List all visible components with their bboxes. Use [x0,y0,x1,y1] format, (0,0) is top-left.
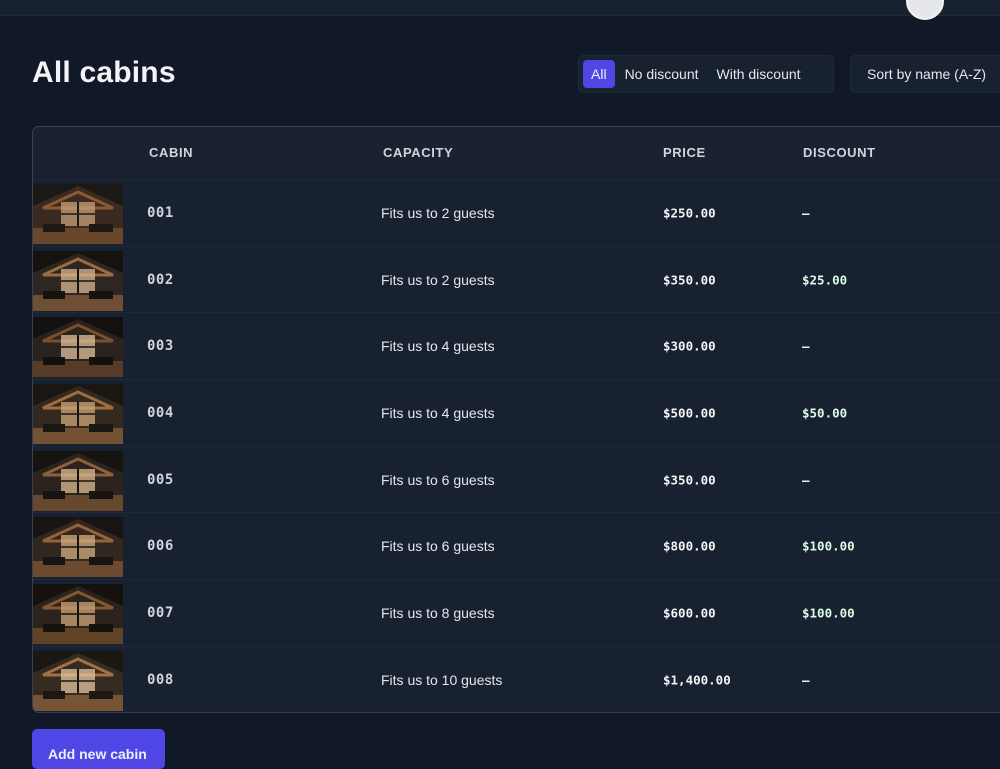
table-row[interactable]: 003 Fits us to 4 guests $300.00 — [33,313,1000,381]
cabin-discount: $25.00 [802,272,848,288]
cabin-capacity: Fits us to 6 guests [381,538,495,555]
cabin-image [33,584,123,645]
cabin-image [33,517,123,578]
cabin-price: $500.00 [663,405,716,421]
table-row[interactable]: 001 Fits us to 2 guests $250.00 — [33,180,1000,247]
cabin-price: $600.00 [663,605,716,621]
cabin-price: $350.00 [663,472,716,488]
cabin-discount: $100.00 [802,538,855,554]
discount-filter: All No discount With discount [578,55,834,93]
table-header: Cabin Capacity Price Discount [33,127,1000,180]
filter-with-discount-button[interactable]: With discount [709,60,809,88]
header-discount: Discount [803,145,876,160]
cabin-name: 008 [147,671,174,688]
table-row[interactable]: 004 Fits us to 4 guests $500.00 $50.00 [33,380,1000,447]
cabin-price: $1,400.00 [663,672,731,688]
cabin-discount: $50.00 [802,405,848,421]
cabin-name: 005 [147,471,174,488]
cabin-discount: $100.00 [802,605,855,621]
cabin-price: $250.00 [663,205,716,221]
cabin-image [33,250,123,311]
cabin-discount: — [802,472,810,488]
cabin-name: 006 [147,538,174,555]
header-capacity: Capacity [383,145,454,160]
cabin-discount: — [802,338,810,354]
filter-no-discount-button[interactable]: No discount [617,60,707,88]
cabin-capacity: Fits us to 2 guests [381,204,495,221]
top-header [0,0,1000,20]
header-price: Price [663,145,706,160]
cabin-image [33,384,123,445]
cabin-name: 004 [147,404,174,421]
cabin-discount: — [802,672,810,688]
cabin-capacity: Fits us to 8 guests [381,604,495,621]
table-row[interactable]: 006 Fits us to 6 guests $800.00 $100.00 [33,513,1000,581]
table-row[interactable]: 008 Fits us to 10 guests $1,400.00 — [33,646,1000,712]
cabin-capacity: Fits us to 4 guests [381,404,495,421]
cabin-price: $350.00 [663,272,716,288]
cabin-price: $800.00 [663,538,716,554]
cabin-name: 003 [147,338,174,355]
table-row[interactable]: 002 Fits us to 2 guests $350.00 $25.00 [33,246,1000,314]
table-body: 001 Fits us to 2 guests $250.00 — 002 Fits us… [33,180,1000,712]
cabin-capacity: Fits us to 6 guests [381,471,495,488]
page-title: All cabins [32,56,176,89]
cabin-image [33,450,123,511]
cabin-price: $300.00 [663,338,716,354]
cabin-image [33,184,123,244]
cabin-image [33,317,123,378]
sort-select[interactable]: Sort by name (A-Z) [850,55,1000,93]
cabin-image [33,650,123,711]
filter-all-button[interactable]: All [583,60,615,88]
cabins-table: Cabin Capacity Price Discount 001 Fits us… [32,126,1000,713]
cabin-name: 007 [147,604,174,621]
add-cabin-button[interactable]: Add new cabin [32,729,165,769]
header-cabin: Cabin [149,145,194,160]
cabin-name: 002 [147,271,174,288]
table-row[interactable]: 005 Fits us to 6 guests $350.00 — [33,446,1000,514]
cabin-capacity: Fits us to 10 guests [381,671,503,688]
cabin-capacity: Fits us to 2 guests [381,271,495,288]
user-avatar[interactable] [906,0,944,20]
cabin-name: 001 [147,204,174,221]
table-row[interactable]: 007 Fits us to 8 guests $600.00 $100.00 [33,580,1000,647]
cabin-discount: — [802,205,810,221]
cabin-capacity: Fits us to 4 guests [381,338,495,355]
